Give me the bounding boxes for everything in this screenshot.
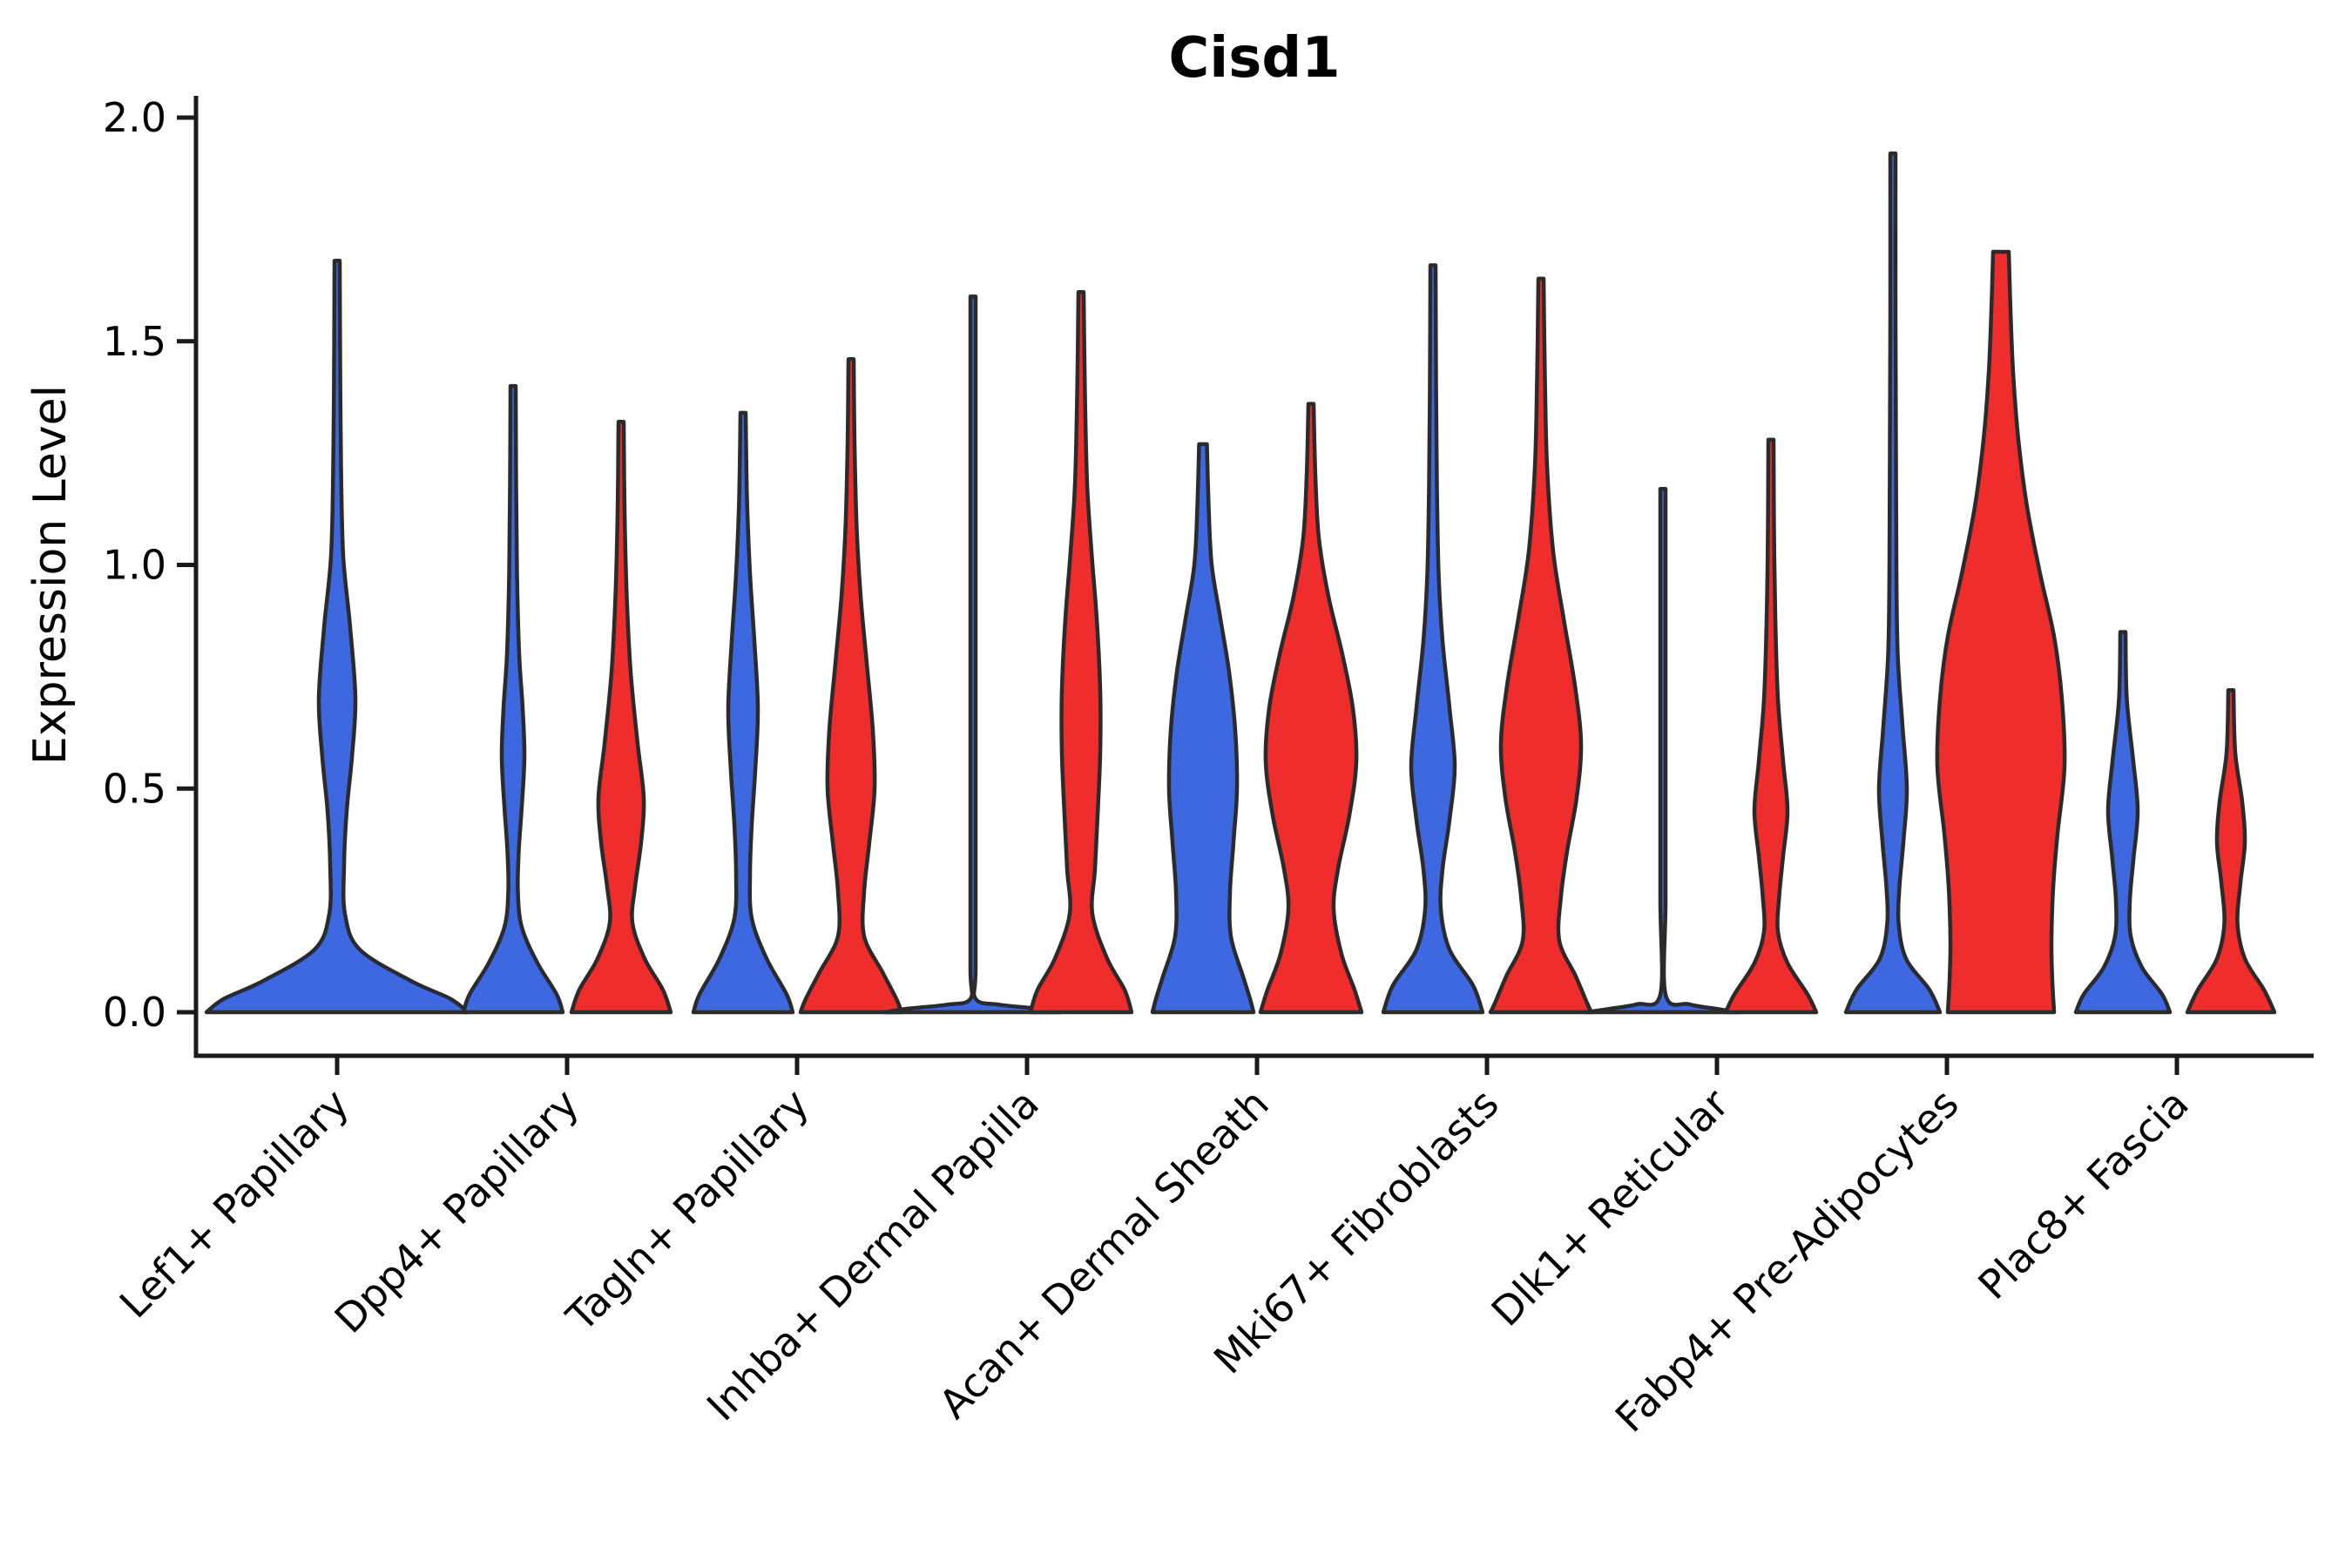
violin-red-cat4	[1258, 402, 1364, 1015]
y-axis-label: Expression Level	[24, 384, 77, 766]
violin-blue-cat4	[1150, 442, 1256, 1015]
violin-blue-cat1	[461, 383, 565, 1015]
violin-red-cat3	[1028, 290, 1134, 1015]
y-tick-label: 0.5	[103, 765, 166, 812]
violin-blue-cat3	[883, 294, 1063, 1015]
y-tick-label: 1.5	[103, 318, 166, 365]
violin-red-cat1	[569, 419, 673, 1015]
y-tick-label: 1.0	[103, 542, 166, 589]
y-tick-label: 2.0	[103, 94, 166, 141]
violin-red-cat5	[1488, 276, 1594, 1015]
violin-red-cat8	[2185, 688, 2277, 1015]
plot-title: Cisd1	[1168, 26, 1341, 91]
violin-blue-cat0	[204, 259, 470, 1015]
violin-blue-cat7	[1843, 151, 1943, 1015]
violin-red-cat7	[1935, 249, 2067, 1015]
violin-blue-cat8	[2073, 630, 2173, 1015]
violin-blue-cat2	[691, 410, 795, 1015]
violin-red-cat2	[798, 357, 904, 1015]
violin-blue-cat5	[1381, 263, 1485, 1015]
violin-blue-cat6	[1584, 486, 1742, 1015]
violin-red-cat6	[1723, 437, 1819, 1015]
y-tick-label: 0.0	[103, 989, 166, 1036]
